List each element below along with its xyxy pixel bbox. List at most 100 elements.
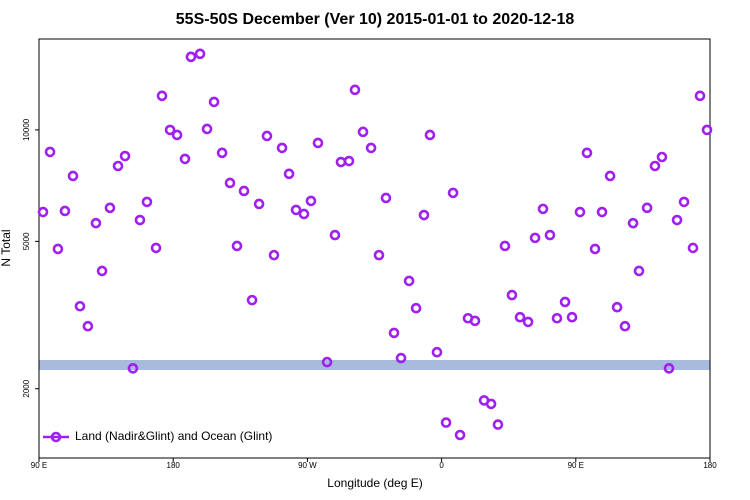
point (335, 156, 347, 168)
point (418, 209, 430, 221)
point (52, 243, 64, 255)
point (596, 206, 608, 218)
point (216, 147, 228, 159)
point (373, 249, 385, 261)
point (164, 124, 176, 136)
point (253, 198, 265, 210)
point (119, 150, 131, 162)
point (261, 130, 273, 142)
point (276, 142, 288, 154)
point (90, 217, 102, 229)
point (268, 249, 280, 261)
point (224, 177, 236, 189)
point (343, 155, 355, 167)
point (529, 232, 541, 244)
point (581, 147, 593, 159)
point (365, 142, 377, 154)
point (499, 240, 511, 252)
point (134, 214, 146, 226)
point (440, 417, 452, 428)
point (380, 192, 392, 204)
x-tick-label: 90 E (568, 461, 584, 470)
point (687, 242, 699, 254)
point (185, 51, 197, 63)
point (82, 320, 94, 332)
x-tick-label: 180 (167, 461, 181, 470)
y-tick-label: 10000 (22, 118, 31, 141)
point (104, 202, 116, 214)
x-tick-label: 90 E (31, 461, 47, 470)
point (298, 208, 310, 220)
point (589, 243, 601, 255)
point (649, 160, 661, 172)
point (141, 196, 153, 208)
point (44, 146, 56, 158)
point (238, 185, 250, 197)
point (574, 206, 586, 218)
point (283, 168, 295, 180)
point (619, 320, 631, 332)
point (671, 214, 683, 226)
point (701, 124, 713, 136)
point (604, 170, 616, 182)
point (156, 90, 168, 102)
point (305, 195, 317, 207)
x-tick-label: 180 (703, 461, 717, 470)
point (627, 217, 639, 229)
point (469, 315, 481, 327)
x-tick-label: 90 W (298, 461, 317, 470)
point (179, 153, 191, 165)
point (551, 312, 563, 324)
point (641, 202, 653, 214)
point (395, 352, 407, 364)
point (663, 363, 675, 374)
point (112, 160, 124, 172)
point (208, 96, 220, 108)
point (171, 129, 183, 141)
shaded-band (39, 360, 710, 370)
point (96, 265, 108, 277)
point (201, 123, 213, 135)
point (656, 151, 668, 163)
point (424, 129, 436, 141)
point (312, 137, 324, 149)
point (611, 301, 623, 313)
point (388, 327, 400, 339)
point (633, 265, 645, 277)
x-axis-label: Longitude (deg E) (327, 476, 422, 490)
point (544, 229, 556, 241)
point (37, 206, 49, 218)
y-tick-label: 5000 (22, 232, 31, 250)
point (506, 289, 518, 301)
point (694, 90, 706, 102)
point (559, 296, 571, 308)
point (410, 302, 422, 314)
point (454, 429, 466, 441)
y-tick-label: 2000 (22, 379, 31, 397)
point (522, 316, 534, 328)
point (321, 356, 333, 368)
legend-marker (50, 431, 62, 443)
point (150, 242, 162, 254)
point (537, 203, 549, 215)
y-axis-label: N Total (0, 229, 13, 266)
point (485, 398, 497, 410)
point (431, 346, 443, 358)
point (447, 187, 459, 199)
point (290, 204, 302, 216)
x-tick-label: 0 (439, 461, 444, 470)
legend-label: Land (Nadir&Glint) and Ocean (Glint) (75, 429, 272, 443)
point (246, 294, 258, 306)
point (74, 300, 86, 312)
point (59, 205, 71, 217)
point (403, 275, 415, 287)
point (67, 170, 79, 182)
point (349, 84, 361, 96)
point (514, 311, 526, 323)
point (492, 419, 504, 430)
chart-title: 55S-50S December (Ver 10) 2015-01-01 to … (176, 11, 575, 28)
point (231, 240, 243, 252)
plot-frame (38, 38, 711, 459)
point (357, 126, 369, 138)
